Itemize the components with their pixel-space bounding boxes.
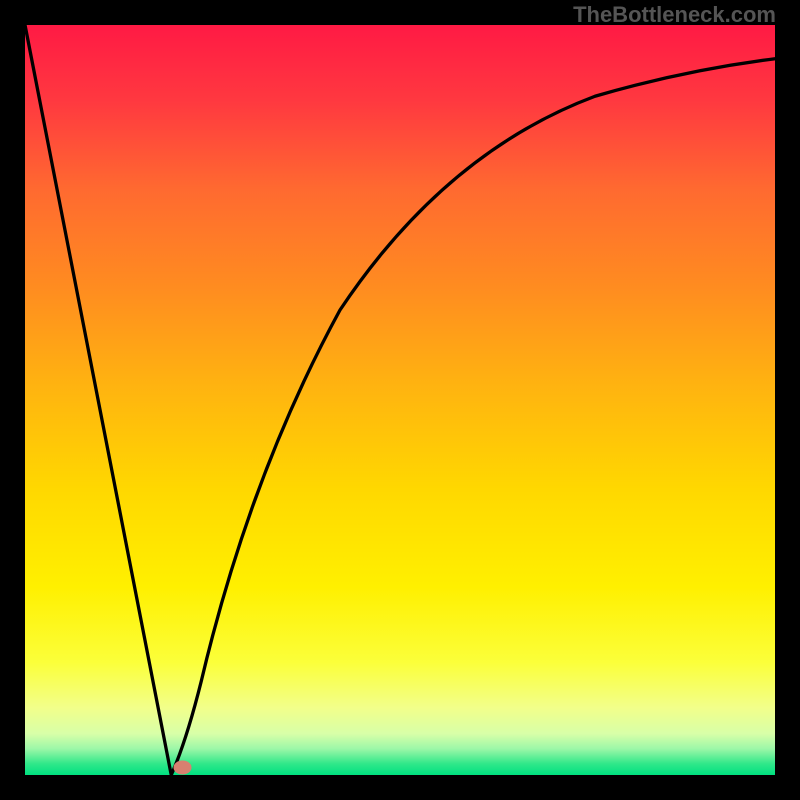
watermark-text: TheBottleneck.com [573,2,776,28]
chart-frame: TheBottleneck.com [0,0,800,800]
optimum-marker [174,761,192,775]
plot-background-gradient [25,25,775,775]
bottleneck-curve-chart [0,0,800,800]
